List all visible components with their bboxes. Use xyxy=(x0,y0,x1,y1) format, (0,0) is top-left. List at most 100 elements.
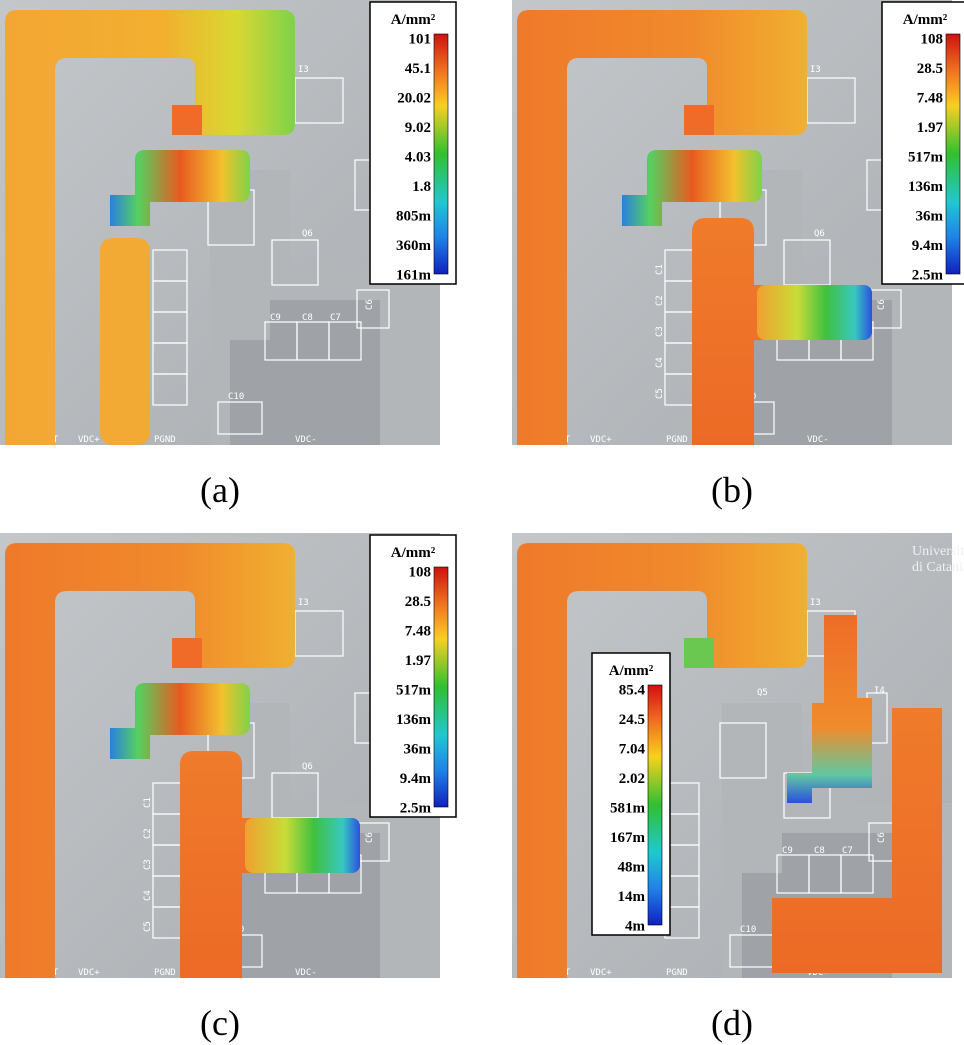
component-outline xyxy=(840,854,874,894)
colorbar-tick-label: 7.04 xyxy=(619,741,646,757)
silkscreen-label: C6 xyxy=(365,832,375,843)
colorbar-tick-label: 14m xyxy=(618,889,646,905)
colorbar-tick-label: 136m xyxy=(396,712,432,728)
colorbar-tick-label: 108 xyxy=(409,564,432,580)
colorbar-unit: A/mm² xyxy=(903,12,948,28)
silkscreen-label: C8 xyxy=(814,846,825,856)
silkscreen-label: C6 xyxy=(365,299,375,310)
silkscreen-label: C8 xyxy=(302,313,313,323)
silkscreen-label: VDC+ xyxy=(78,435,100,445)
silkscreen-label: I3 xyxy=(298,65,309,75)
logo-text: Università xyxy=(912,544,964,559)
colorbar-tick-label: 1.97 xyxy=(405,653,432,669)
colorbar-tick-label: 28.5 xyxy=(917,61,943,77)
colorbar-tick-label: 517m xyxy=(908,149,944,165)
colorbar-tick-label: 24.5 xyxy=(619,712,645,728)
colorbar-tick-label: 20.02 xyxy=(397,90,431,106)
colorbar-tick-label: 517m xyxy=(396,682,432,698)
current-trace xyxy=(172,105,202,135)
silkscreen-label: Q5 xyxy=(757,688,768,698)
silkscreen-label: VDC+ xyxy=(78,968,100,978)
current-trace xyxy=(772,708,942,973)
colorbar-tick-label: 1.8 xyxy=(412,179,431,195)
silkscreen-label: VDC+ xyxy=(590,968,612,978)
colorbar-gradient xyxy=(945,33,961,275)
colorbar-tick-label: 136m xyxy=(908,179,944,195)
silkscreen-label: PGND xyxy=(154,435,176,445)
panel-caption: (a) xyxy=(200,470,240,510)
current-trace xyxy=(787,615,872,803)
current-trace xyxy=(5,10,295,445)
colorbar-tick-label: 85.4 xyxy=(619,682,646,698)
component-outline xyxy=(217,401,263,435)
panel: OUTVDC+PGNDVDC-C10C9C8C7C6Q6I3C1C2C3C4C5… xyxy=(0,533,457,1043)
copper-plane xyxy=(230,300,380,445)
panel-caption: (b) xyxy=(711,470,753,510)
colorbar-tick-label: 101 xyxy=(409,31,432,47)
current-trace xyxy=(100,238,150,445)
silkscreen-label: PGND xyxy=(666,435,688,445)
silkscreen-label: I3 xyxy=(810,598,821,608)
colorbar-tick-label: 360m xyxy=(396,238,432,254)
colorbar-tick-label: 2.5m xyxy=(912,267,944,283)
silkscreen-label: C9 xyxy=(782,846,793,856)
current-trace xyxy=(757,285,872,340)
colorbar-tick-label: 1.97 xyxy=(917,120,944,136)
silkscreen-label: C9 xyxy=(270,313,281,323)
silkscreen-label: I3 xyxy=(298,598,309,608)
colorbar-tick-label: 2.02 xyxy=(619,771,645,787)
current-trace xyxy=(517,10,807,445)
silkscreen-label: Q6 xyxy=(302,762,313,772)
panel: OUTVDC+PGNDVDC-C10C9C8C7C6Q6I3C1C2C3C4C5… xyxy=(512,0,964,510)
colorbar-tick-label: 36m xyxy=(404,741,432,757)
current-trace xyxy=(245,818,360,873)
silkscreen-label: C3 xyxy=(655,326,665,337)
colorbar-tick-label: 581m xyxy=(610,800,646,816)
component-outline xyxy=(271,239,319,286)
colorbar-gradient xyxy=(433,566,449,808)
panel-caption: (c) xyxy=(200,1003,240,1043)
silkscreen-label: C4 xyxy=(655,357,665,368)
component-outline xyxy=(152,373,188,406)
colorbar-tick-label: 161m xyxy=(396,267,432,283)
logo-text: di Catania xyxy=(912,560,964,575)
colorbar-tick-label: 4m xyxy=(625,918,646,934)
silkscreen-label: C3 xyxy=(143,859,153,870)
colorbar-tick-label: 7.48 xyxy=(405,623,431,639)
component-outline xyxy=(719,722,767,779)
colorbar-tick-label: 2.5m xyxy=(400,800,432,816)
colorbar-tick-label: 108 xyxy=(921,31,944,47)
silkscreen-label: VDC+ xyxy=(590,435,612,445)
silkscreen-label: VDC- xyxy=(807,435,829,445)
silkscreen-label: C6 xyxy=(877,299,887,310)
colorbar-tick-label: 9.02 xyxy=(405,120,431,136)
current-trace xyxy=(5,543,295,978)
silkscreen-label: C10 xyxy=(228,392,244,402)
component-outline xyxy=(328,321,362,361)
silkscreen-label: C5 xyxy=(143,921,153,932)
current-trace xyxy=(684,105,714,135)
colorbar-tick-label: 805m xyxy=(396,208,432,224)
silkscreen-label: PGND xyxy=(666,968,688,978)
silkscreen-label: VDC- xyxy=(295,435,317,445)
silkscreen-label: VDC- xyxy=(295,968,317,978)
panel-caption: (d) xyxy=(711,1003,753,1043)
current-trace xyxy=(110,683,250,759)
colorbar-tick-label: 28.5 xyxy=(405,594,431,610)
colorbar-tick-label: 48m xyxy=(618,859,646,875)
current-trace xyxy=(110,150,250,226)
silkscreen-label: I3 xyxy=(810,65,821,75)
current-trace xyxy=(622,150,762,226)
silkscreen-label: C7 xyxy=(842,846,853,856)
silkscreen-label: C2 xyxy=(143,828,153,839)
colorbar-tick-label: 7.48 xyxy=(917,90,943,106)
panel: OUTVDC+PGNDVDC-C10C9C8C7C6Q6I3A/mm²10145… xyxy=(0,0,457,510)
silkscreen-label: C6 xyxy=(877,832,887,843)
silkscreen-label: C10 xyxy=(740,925,756,935)
current-trace xyxy=(172,638,202,668)
colorbar-unit: A/mm² xyxy=(391,12,436,28)
silkscreen-label: C2 xyxy=(655,295,665,306)
silkscreen-label: PGND xyxy=(154,968,176,978)
silkscreen-label: Q6 xyxy=(814,229,825,239)
